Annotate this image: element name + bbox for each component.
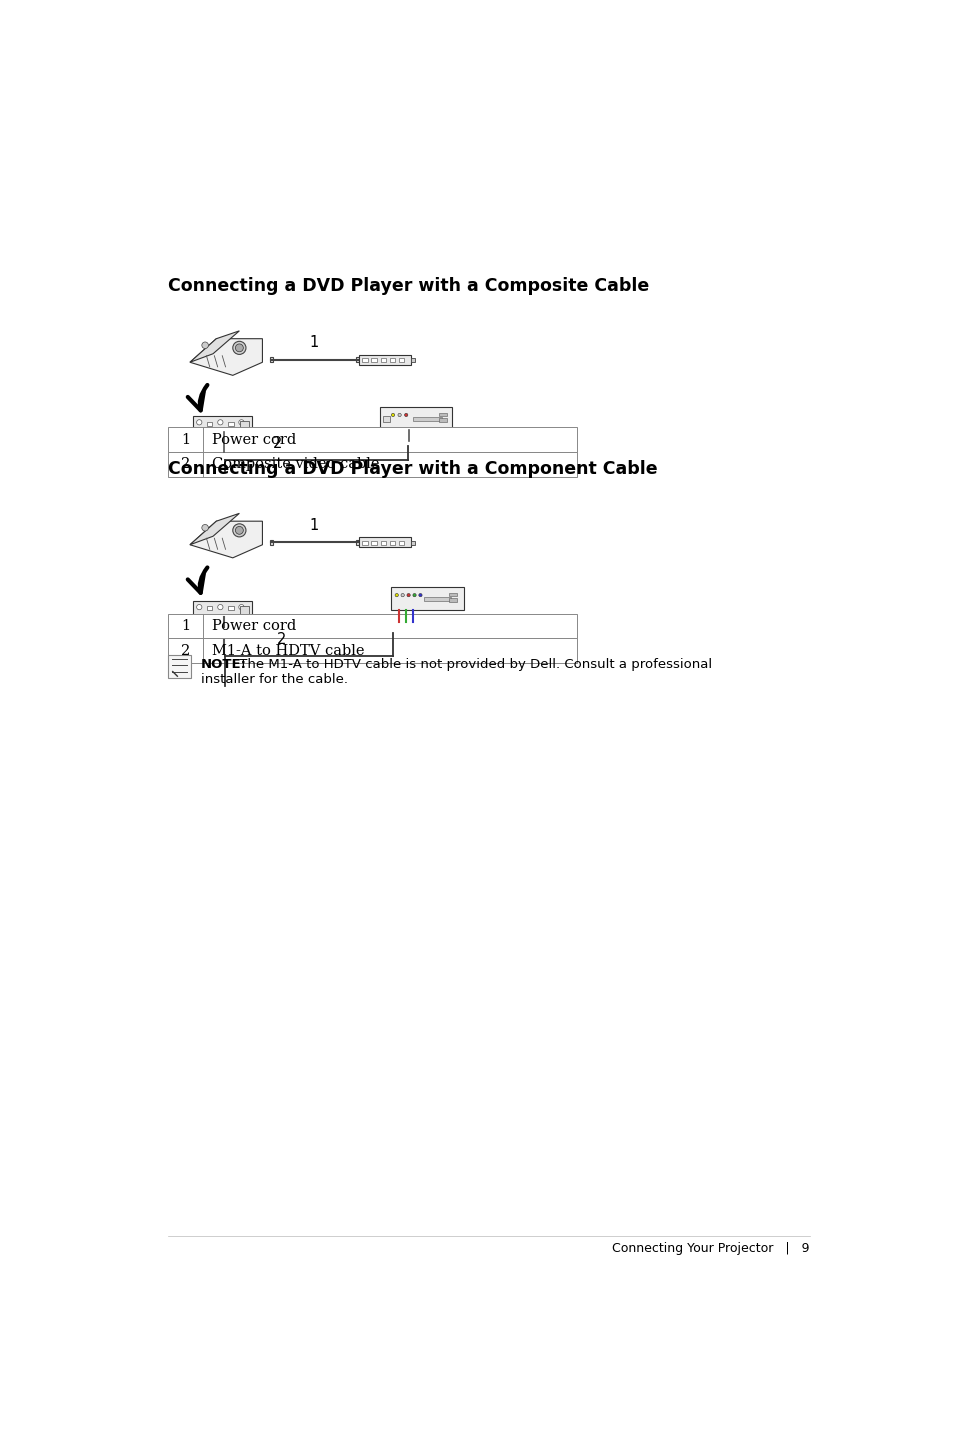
Bar bbox=[358, 355, 411, 365]
Bar bbox=[413, 417, 442, 421]
Bar bbox=[168, 639, 576, 663]
Bar bbox=[379, 407, 452, 430]
Text: The M1-A to HDTV cable is not provided by Dell. Consult a professional: The M1-A to HDTV cable is not provided b… bbox=[234, 657, 711, 670]
Bar bbox=[358, 537, 411, 547]
Circle shape bbox=[407, 593, 410, 597]
Bar bbox=[168, 428, 576, 453]
Circle shape bbox=[410, 621, 415, 627]
Circle shape bbox=[238, 604, 244, 610]
Text: NOTE:: NOTE: bbox=[200, 657, 247, 670]
Bar bbox=[371, 541, 376, 546]
Text: Connecting a DVD Player with a Composite Cable: Connecting a DVD Player with a Composite… bbox=[168, 276, 649, 295]
Text: installer for the cable.: installer for the cable. bbox=[200, 673, 347, 686]
Circle shape bbox=[411, 623, 413, 626]
Polygon shape bbox=[190, 521, 262, 558]
Text: Connecting a DVD Player with a Component Cable: Connecting a DVD Player with a Component… bbox=[168, 460, 657, 477]
Bar bbox=[362, 358, 368, 362]
Circle shape bbox=[217, 420, 223, 425]
Bar bbox=[448, 593, 456, 597]
Text: 1: 1 bbox=[310, 518, 319, 533]
Bar bbox=[240, 606, 249, 614]
Bar bbox=[240, 421, 249, 428]
Bar bbox=[371, 358, 376, 362]
Polygon shape bbox=[190, 331, 239, 362]
Circle shape bbox=[238, 420, 244, 425]
Bar bbox=[221, 451, 226, 465]
Bar bbox=[270, 358, 274, 362]
Circle shape bbox=[413, 593, 416, 597]
Circle shape bbox=[391, 414, 395, 417]
Bar bbox=[207, 421, 213, 425]
FancyBboxPatch shape bbox=[216, 626, 231, 640]
Bar bbox=[228, 421, 233, 425]
Circle shape bbox=[202, 524, 208, 531]
Text: 1: 1 bbox=[181, 619, 190, 633]
Circle shape bbox=[235, 344, 243, 352]
Bar bbox=[356, 358, 360, 362]
Circle shape bbox=[418, 593, 421, 597]
Bar bbox=[193, 417, 252, 431]
Bar bbox=[411, 358, 415, 362]
Bar bbox=[356, 540, 360, 544]
Bar bbox=[207, 607, 213, 610]
Bar bbox=[438, 418, 447, 421]
Circle shape bbox=[403, 621, 408, 627]
Circle shape bbox=[395, 593, 398, 597]
Text: M1-A to HDTV cable: M1-A to HDTV cable bbox=[212, 644, 364, 657]
Circle shape bbox=[202, 342, 208, 348]
Circle shape bbox=[404, 414, 408, 417]
Circle shape bbox=[196, 420, 202, 425]
Text: 2: 2 bbox=[273, 435, 282, 451]
Text: 2: 2 bbox=[181, 644, 190, 657]
Bar bbox=[411, 541, 415, 546]
Bar bbox=[383, 415, 390, 422]
Bar bbox=[380, 541, 386, 546]
Circle shape bbox=[221, 463, 226, 467]
Text: 1: 1 bbox=[310, 335, 319, 351]
Circle shape bbox=[196, 604, 202, 610]
Bar bbox=[168, 453, 576, 477]
Circle shape bbox=[400, 593, 404, 597]
Bar bbox=[389, 541, 395, 546]
Circle shape bbox=[396, 621, 401, 627]
Text: Power cord: Power cord bbox=[212, 432, 296, 447]
Circle shape bbox=[405, 623, 407, 626]
Bar bbox=[362, 541, 368, 546]
Circle shape bbox=[217, 604, 223, 610]
Bar bbox=[228, 607, 233, 610]
Polygon shape bbox=[190, 513, 239, 544]
Bar bbox=[398, 541, 404, 546]
Bar bbox=[424, 597, 450, 601]
Bar bbox=[406, 441, 412, 450]
Text: 2: 2 bbox=[276, 632, 286, 647]
Circle shape bbox=[397, 414, 401, 417]
Circle shape bbox=[233, 341, 246, 354]
Text: Connecting Your Projector   |   9: Connecting Your Projector | 9 bbox=[612, 1242, 809, 1254]
Bar bbox=[448, 599, 456, 601]
Bar bbox=[168, 654, 192, 677]
Bar bbox=[270, 540, 274, 544]
Bar bbox=[438, 412, 447, 417]
Bar bbox=[391, 587, 463, 610]
Bar bbox=[380, 358, 386, 362]
Text: Composite video cable: Composite video cable bbox=[212, 457, 379, 471]
Circle shape bbox=[233, 524, 246, 537]
Polygon shape bbox=[190, 339, 262, 375]
Circle shape bbox=[398, 623, 400, 626]
Text: 1: 1 bbox=[181, 432, 190, 447]
Bar bbox=[193, 601, 252, 616]
Text: Power cord: Power cord bbox=[212, 619, 296, 633]
Bar bbox=[398, 358, 404, 362]
Circle shape bbox=[235, 527, 243, 534]
Bar bbox=[389, 358, 395, 362]
Bar bbox=[168, 614, 576, 639]
Text: 2: 2 bbox=[181, 457, 190, 471]
